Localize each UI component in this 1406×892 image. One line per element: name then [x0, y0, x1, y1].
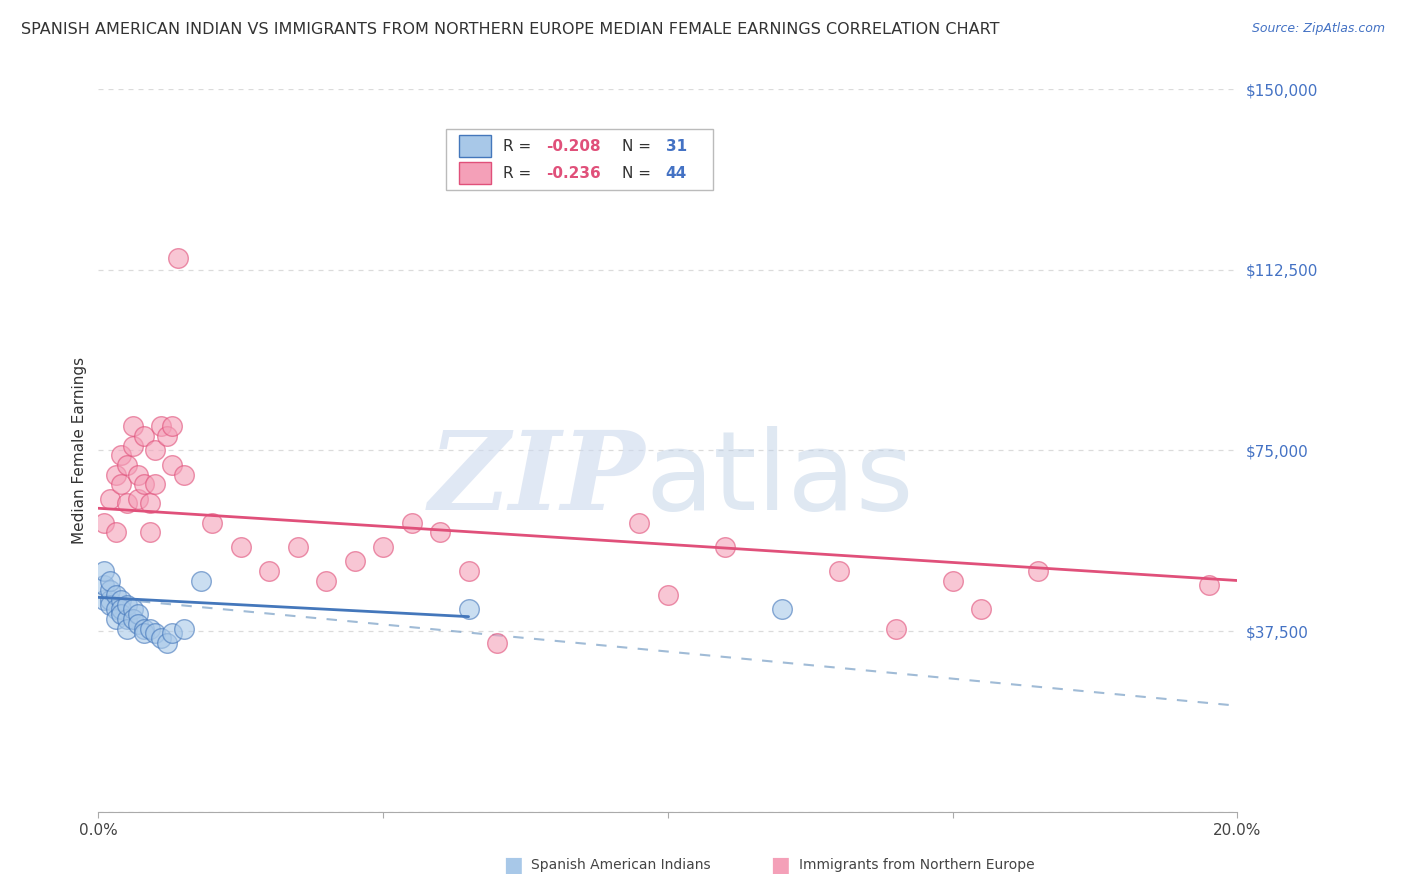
Point [162, 458, 184, 472]
Point [138, 525, 160, 540]
Point [93, 592, 115, 607]
Text: ■: ■ [503, 855, 523, 875]
Point [145, 477, 167, 491]
Point [145, 626, 167, 640]
Point [110, 448, 132, 462]
Text: -0.208: -0.208 [546, 138, 600, 153]
Point [657, 588, 679, 602]
Point [132, 622, 155, 636]
Point [132, 477, 155, 491]
Text: Source: ZipAtlas.com: Source: ZipAtlas.com [1251, 22, 1385, 36]
Point [429, 525, 451, 540]
Point [162, 626, 184, 640]
Point [132, 626, 155, 640]
Point [173, 622, 195, 636]
Point [104, 525, 127, 540]
Point [229, 540, 252, 554]
Point [770, 602, 793, 616]
Point [884, 622, 907, 636]
Point [173, 467, 195, 482]
Point [110, 477, 132, 491]
Point [110, 602, 132, 616]
Point [104, 612, 127, 626]
Point [145, 443, 167, 458]
Point [201, 516, 224, 530]
Point [98, 491, 121, 506]
Point [401, 516, 423, 530]
Text: 31: 31 [665, 138, 686, 153]
Point [98, 598, 121, 612]
Point [98, 583, 121, 598]
Point [190, 574, 212, 588]
Point [457, 602, 479, 616]
Text: R =: R = [503, 166, 536, 181]
Point [115, 612, 138, 626]
Point [127, 467, 149, 482]
Point [138, 622, 160, 636]
Point [156, 636, 179, 650]
Point [93, 516, 115, 530]
Point [121, 439, 143, 453]
Text: N =: N = [623, 138, 657, 153]
Point [127, 607, 149, 622]
Point [714, 540, 737, 554]
Point [115, 458, 138, 472]
Point [93, 564, 115, 578]
Text: Immigrants from Northern Europe: Immigrants from Northern Europe [799, 858, 1035, 872]
Point [138, 496, 160, 510]
Text: atlas: atlas [645, 425, 914, 533]
Y-axis label: Median Female Earnings: Median Female Earnings [72, 357, 87, 544]
Point [457, 564, 479, 578]
Point [115, 496, 138, 510]
Point [104, 602, 127, 616]
Text: -0.236: -0.236 [546, 166, 600, 181]
Point [287, 540, 309, 554]
Point [110, 607, 132, 622]
Point [1026, 564, 1049, 578]
Point [98, 592, 121, 607]
Point [156, 429, 179, 443]
Point [121, 612, 143, 626]
Point [115, 598, 138, 612]
Text: 44: 44 [665, 166, 686, 181]
Point [150, 419, 173, 434]
Point [98, 574, 121, 588]
Point [121, 602, 143, 616]
Point [162, 419, 184, 434]
Point [1198, 578, 1220, 592]
Point [628, 516, 651, 530]
Point [132, 429, 155, 443]
Text: Spanish American Indians: Spanish American Indians [531, 858, 711, 872]
Text: R =: R = [503, 138, 536, 153]
Point [373, 540, 395, 554]
Point [828, 564, 851, 578]
Text: ZIP: ZIP [429, 425, 645, 533]
Point [110, 592, 132, 607]
Point [259, 564, 281, 578]
Point [942, 574, 965, 588]
Point [315, 574, 337, 588]
Bar [460, 162, 491, 184]
Point [115, 622, 138, 636]
Point [150, 632, 173, 646]
Text: SPANISH AMERICAN INDIAN VS IMMIGRANTS FROM NORTHERN EUROPE MEDIAN FEMALE EARNING: SPANISH AMERICAN INDIAN VS IMMIGRANTS FR… [21, 22, 1000, 37]
Point [970, 602, 993, 616]
FancyBboxPatch shape [446, 129, 713, 190]
Point [167, 251, 190, 265]
Point [486, 636, 509, 650]
Bar [460, 136, 491, 157]
Point [93, 578, 115, 592]
Point [121, 419, 143, 434]
Point [343, 554, 366, 568]
Text: ■: ■ [770, 855, 790, 875]
Point [104, 588, 127, 602]
Point [127, 491, 149, 506]
Text: N =: N = [623, 166, 657, 181]
Point [127, 616, 149, 631]
Point [104, 467, 127, 482]
